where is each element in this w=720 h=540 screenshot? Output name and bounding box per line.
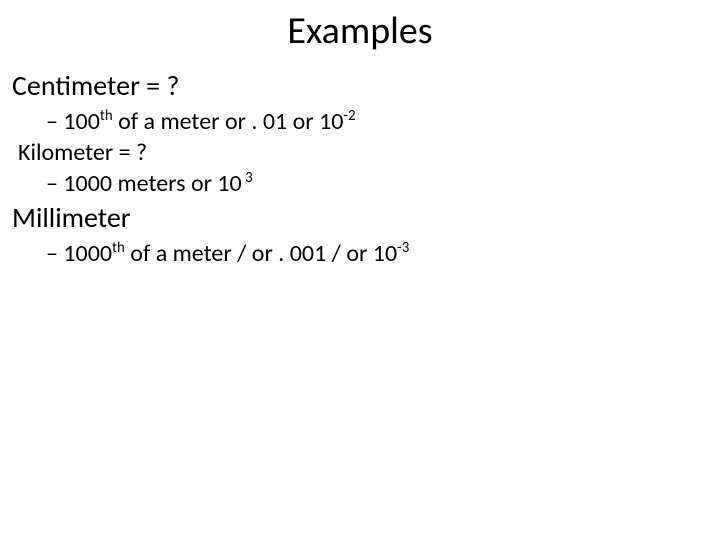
millimeter-def-part2: of a meter / or . 001 / or 10 — [125, 239, 397, 268]
millimeter-definition: – 1000th of a meter / or . 001 / or 10-3 — [12, 239, 708, 268]
kilometer-definition: – 1000 meters or 10 3 — [12, 169, 708, 198]
millimeter-def-sup1: th — [112, 238, 125, 256]
centimeter-def-sup2: -2 — [343, 106, 355, 124]
kilometer-term: Kilometer = ? — [12, 138, 708, 167]
centimeter-def-sup1: th — [100, 106, 113, 124]
kilometer-def-sup: 3 — [242, 168, 253, 186]
millimeter-term: Millimeter — [12, 200, 708, 235]
millimeter-def-part1: – 1000 — [46, 239, 112, 268]
centimeter-term: Centimeter = ? — [12, 68, 708, 103]
centimeter-def-part1: – 100 — [46, 107, 100, 136]
centimeter-def-part2: of a meter or . 01 or 10 — [113, 107, 344, 136]
kilometer-def-part1: – 1000 meters or 10 — [46, 169, 242, 198]
slide-container: Examples Centimeter = ? – 100th of a met… — [0, 0, 720, 278]
slide-title: Examples — [12, 8, 708, 54]
centimeter-definition: – 100th of a meter or . 01 or 10-2 — [12, 107, 708, 136]
millimeter-def-sup2: -3 — [397, 238, 409, 256]
